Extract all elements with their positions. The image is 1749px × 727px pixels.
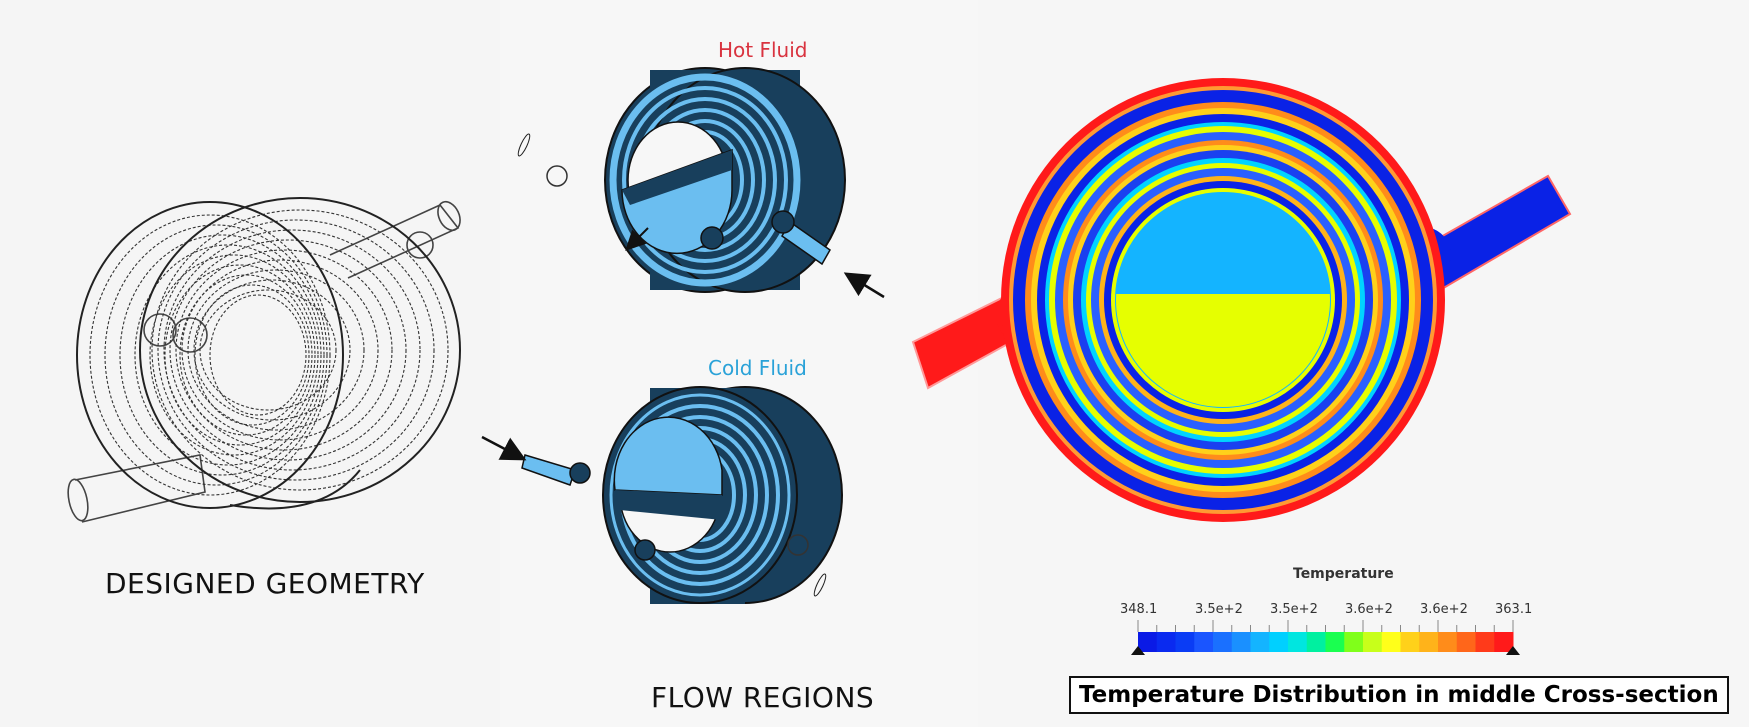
legend-tick-label: 348.1 (1120, 602, 1158, 617)
legend-color-swatch (1325, 632, 1345, 652)
legend-color-swatch (1175, 632, 1195, 652)
flow-regions-drawing (481, 67, 885, 604)
legend-color-swatch (1494, 632, 1514, 652)
wire-ring (209, 294, 307, 416)
legend-color-swatch (1138, 632, 1158, 652)
wire-ring (199, 289, 337, 411)
cold-fluid-region (481, 386, 843, 604)
wire-ring (104, 224, 328, 486)
wire-ring (151, 209, 449, 491)
wire-ring (89, 214, 331, 496)
color-legend (1131, 620, 1520, 655)
wire-ring (164, 264, 316, 446)
legend-tick-label: 3.6e+2 (1420, 602, 1468, 617)
legend-title: Temperature (1293, 566, 1394, 582)
hot-channel-ring (609, 73, 801, 287)
hot-fluid-region (517, 67, 885, 299)
legend-color-swatch (1363, 632, 1383, 652)
legend-tick-label: 3.5e+2 (1195, 602, 1243, 617)
legend-tick-label: 363.1 (1495, 602, 1533, 617)
flow-regions-caption: FLOW REGIONS (651, 681, 875, 714)
legend-color-swatch (1250, 632, 1270, 652)
legend-color-swatch (1438, 632, 1458, 652)
designed-geometry-caption: DESIGNED GEOMETRY (105, 567, 425, 600)
temperature-contour (911, 78, 1572, 522)
legend-color-swatch (1269, 632, 1289, 652)
hot-channel-ring (622, 86, 788, 274)
legend-color-swatch (1288, 632, 1308, 652)
legend-tick-label: 3.6e+2 (1345, 602, 1393, 617)
legend-color-swatch (1381, 632, 1401, 652)
wire-ring (119, 234, 325, 476)
designed-geometry-panel: DESIGNED GEOMETRY (0, 0, 500, 727)
cold-fluid-label: Cold Fluid (708, 356, 807, 380)
temperature-panel: Temperature 348.1 3.5e+2 3.5e+2 3.6e+2 3.6e+… (911, 0, 1749, 727)
hot-fluid-label: Hot Fluid (718, 38, 808, 62)
legend-color-swatch (1400, 632, 1420, 652)
temperature-caption: Temperature Distribution in middle Cross… (1069, 676, 1729, 714)
legend-color-swatch (1456, 632, 1476, 652)
wire-ring (175, 249, 393, 451)
wire-ring (193, 279, 351, 421)
legend-color-swatch (1475, 632, 1495, 652)
wire-ring (181, 259, 379, 441)
legend-color-swatch (1156, 632, 1176, 652)
wire-ring (163, 229, 421, 471)
wire-ring (187, 269, 365, 431)
legend-tick-label: 3.5e+2 (1270, 602, 1318, 617)
legend-color-swatch (1344, 632, 1364, 652)
legend-color-swatch (1194, 632, 1214, 652)
legend-color-swatch (1419, 632, 1439, 652)
wire-ring (157, 219, 435, 481)
wire-ring (169, 239, 407, 461)
legend-color-swatch (1213, 632, 1233, 652)
legend-color-swatch (1231, 632, 1251, 652)
wireframe-geometry (67, 197, 461, 523)
flow-regions-panel: Hot Fluid Cold Fluid (481, 0, 978, 727)
cold-channel-ring (609, 393, 791, 597)
wire-ring (194, 284, 310, 426)
wire-ring (149, 254, 319, 456)
wire-ring (179, 274, 313, 436)
wire-ring (134, 244, 322, 466)
legend-color-swatch (1306, 632, 1326, 652)
